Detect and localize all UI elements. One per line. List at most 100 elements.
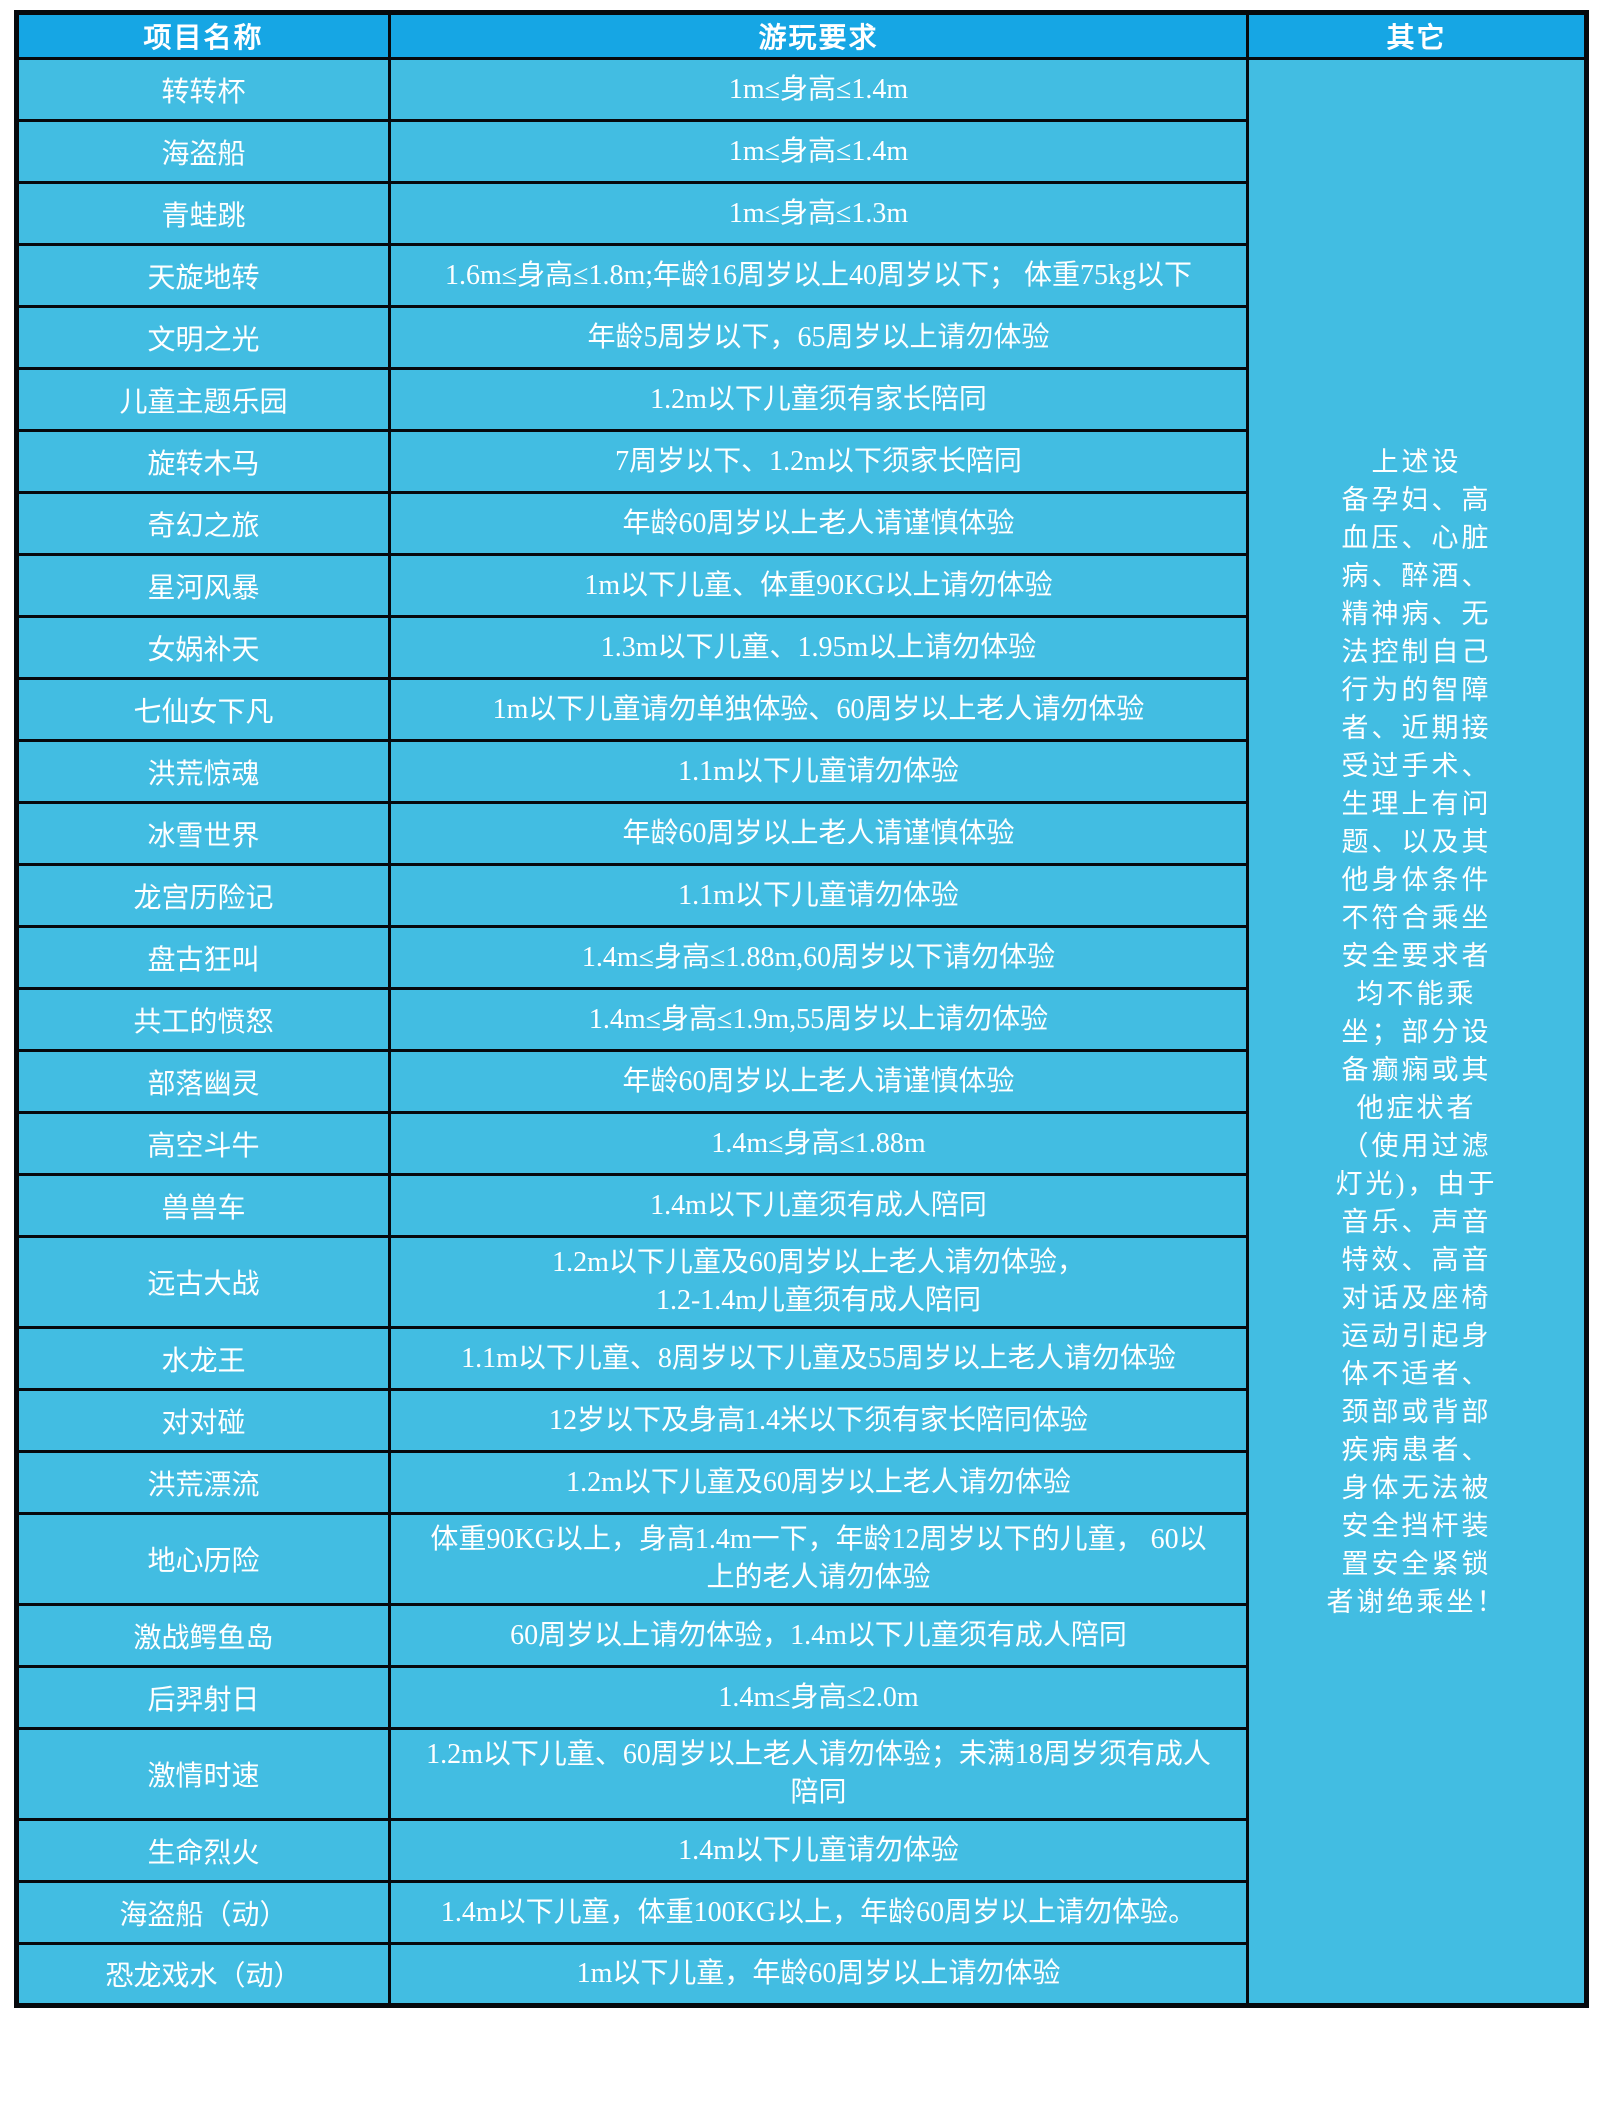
table-row: 文明之光 年龄5周岁以下，65周岁以上请勿体验 (15, 305, 1587, 370)
ride-name: 七仙女下凡 (15, 677, 391, 742)
ride-name: 女娲补天 (15, 615, 391, 680)
ride-requirement: 1.4m≤身高≤1.88m (388, 1111, 1249, 1176)
other-note-line: 备癫痫或其 (1341, 1054, 1492, 1085)
table-row: 洪荒漂流 1.2m以下儿童及60周岁以上老人请勿体验 (15, 1450, 1587, 1515)
ride-name: 奇幻之旅 (15, 491, 391, 556)
table-row: 海盗船（动） 1.4m以下儿童，体重100KG以上，年龄60周岁以上请勿体验。 (15, 1880, 1587, 1945)
other-note-line: 者谢绝乘坐！ (1326, 1586, 1507, 1617)
ride-name: 天旋地转 (15, 243, 391, 308)
table-row: 水龙王 1.1m以下儿童、8周岁以下儿童及55周岁以上老人请勿体验 (15, 1326, 1587, 1391)
other-note-line: 体不适者、 (1341, 1358, 1492, 1389)
other-note-line: 他症状者 (1356, 1092, 1477, 1123)
table-row: 后羿射日 1.4m≤身高≤2.0m (15, 1665, 1587, 1730)
ride-name: 星河风暴 (15, 553, 391, 618)
ride-requirement: 1.1m以下儿童请勿体验 (388, 863, 1249, 928)
ride-name: 青蛙跳 (15, 181, 391, 246)
ride-requirement: 1m≤身高≤1.4m (388, 119, 1249, 184)
ride-name: 冰雪世界 (15, 801, 391, 866)
other-notes-cell: 上述设 备孕妇、高 血压、心脏 病、醉酒、 精神病、无 法控制自己 行为的智障 者、近期接 受过… (1246, 57, 1588, 2007)
ride-name: 文明之光 (15, 305, 391, 370)
ride-requirement: 60周岁以上请勿体验，1.4m以下儿童须有成人陪同 (388, 1603, 1249, 1668)
other-note-line: 上述设 (1371, 446, 1462, 477)
ride-requirement: 1.4m≤身高≤2.0m (388, 1665, 1249, 1730)
ride-name: 地心历险 (15, 1512, 391, 1606)
other-note-line: 灯光)，由于 (1335, 1168, 1498, 1199)
ride-requirement: 12岁以下及身高1.4米以下须有家长陪同体验 (388, 1388, 1249, 1453)
other-note-line: 置安全紧锁 (1341, 1548, 1492, 1579)
other-note-line: 身体无法被 (1341, 1472, 1492, 1503)
table-row: 生命烈火 1.4m以下儿童请勿体验 (15, 1818, 1587, 1883)
ride-name: 海盗船（动） (15, 1880, 391, 1945)
other-notes-paragraph: 上述设 备孕妇、高 血压、心脏 病、醉酒、 精神病、无 法控制自己 行为的智障 者、近期接 受过… (1250, 443, 1583, 1621)
other-note-line: 血压、心脏 (1341, 522, 1492, 553)
other-note-line: 坐；部分设 (1341, 1016, 1492, 1047)
table-row: 七仙女下凡 1m以下儿童请勿单独体验、60周岁以上老人请勿体验 (15, 677, 1587, 742)
ride-name: 旋转木马 (15, 429, 391, 494)
table-row: 女娲补天 1.3m以下儿童、1.95m以上请勿体验 (15, 615, 1587, 680)
table-row: 恐龙戏水（动） 1m以下儿童，年龄60周岁以上请勿体验 (15, 1942, 1587, 2007)
header-other: 其它 (1246, 11, 1588, 60)
table-row: 共工的愤怒 1.4m≤身高≤1.9m,55周岁以上请勿体验 (15, 987, 1587, 1052)
table-row: 激战鳄鱼岛 60周岁以上请勿体验，1.4m以下儿童须有成人陪同 (15, 1603, 1587, 1668)
ride-requirement: 1.4m以下儿童请勿体验 (388, 1818, 1249, 1883)
ride-requirement: 1m以下儿童，年龄60周岁以上请勿体验 (388, 1942, 1249, 2007)
ride-requirement: 1.2m以下儿童须有家长陪同 (388, 367, 1249, 432)
other-note-line: 安全挡杆装 (1341, 1510, 1492, 1541)
ride-requirement: 1.6m≤身高≤1.8m;年龄16周岁以上40周岁以下； 体重75kg以下 (388, 243, 1249, 308)
other-note-line: 对话及座椅 (1341, 1282, 1492, 1313)
table-row: 部落幽灵 年龄60周岁以上老人请谨慎体验 (15, 1049, 1587, 1114)
table-row: 海盗船 1m≤身高≤1.4m (15, 119, 1587, 184)
ride-requirement: 1.1m以下儿童请勿体验 (388, 739, 1249, 804)
ride-name: 洪荒惊魂 (15, 739, 391, 804)
table-row: 对对碰 12岁以下及身高1.4米以下须有家长陪同体验 (15, 1388, 1587, 1453)
ride-requirement: 年龄60周岁以上老人请谨慎体验 (388, 491, 1249, 556)
other-note-line: （使用过滤 (1341, 1130, 1492, 1161)
table-row: 远古大战 1.2m以下儿童及60周岁以上老人请勿体验， 1.2-1.4m儿童须有… (15, 1235, 1587, 1329)
ride-name: 恐龙戏水（动） (15, 1942, 391, 2007)
ride-requirement: 1m≤身高≤1.4m (388, 57, 1249, 122)
other-note-line: 不符合乘坐 (1341, 902, 1492, 933)
ride-name: 海盗船 (15, 119, 391, 184)
table-row: 青蛙跳 1m≤身高≤1.3m (15, 181, 1587, 246)
ride-name: 部落幽灵 (15, 1049, 391, 1114)
ride-name: 激战鳄鱼岛 (15, 1603, 391, 1668)
ride-requirement: 1.4m≤身高≤1.9m,55周岁以上请勿体验 (388, 987, 1249, 1052)
ride-requirement: 1.2m以下儿童、60周岁以上老人请勿体验；未满18周岁须有成人 陪同 (388, 1727, 1249, 1821)
other-note-line: 生理上有问 (1341, 788, 1492, 819)
header-play-requirements: 游玩要求 (388, 11, 1249, 60)
ride-name: 儿童主题乐园 (15, 367, 391, 432)
table-row: 盘古狂叫 1.4m≤身高≤1.88m,60周岁以下请勿体验 (15, 925, 1587, 990)
ride-requirement: 年龄60周岁以上老人请谨慎体验 (388, 1049, 1249, 1114)
ride-requirement: 1m以下儿童请勿单独体验、60周岁以上老人请勿体验 (388, 677, 1249, 742)
ride-name: 龙宫历险记 (15, 863, 391, 928)
other-note-line: 运动引起身 (1341, 1320, 1492, 1351)
table-row: 兽兽车 1.4m以下儿童须有成人陪同 (15, 1173, 1587, 1238)
ride-requirement: 1.1m以下儿童、8周岁以下儿童及55周岁以上老人请勿体验 (388, 1326, 1249, 1391)
other-note-line: 音乐、声音 (1341, 1206, 1492, 1237)
ride-requirement: 年龄60周岁以上老人请谨慎体验 (388, 801, 1249, 866)
table-row: 转转杯 1m≤身高≤1.4m 上述设 备孕妇、高 血压、心脏 病、醉酒、 精神病、无 法控… (15, 57, 1588, 2007)
ride-name: 洪荒漂流 (15, 1450, 391, 1515)
other-note-line: 题、以及其 (1341, 826, 1492, 857)
ride-requirement: 1.4m以下儿童，体重100KG以上，年龄60周岁以上请勿体验。 (388, 1880, 1249, 1945)
ride-name: 共工的愤怒 (15, 987, 391, 1052)
other-note-line: 行为的智障 (1341, 674, 1492, 705)
other-note-line: 颈部或背部 (1341, 1396, 1492, 1427)
ride-requirement: 1.3m以下儿童、1.95m以上请勿体验 (388, 615, 1249, 680)
other-note-line: 特效、高音 (1341, 1244, 1492, 1275)
table-row: 天旋地转 1.6m≤身高≤1.8m;年龄16周岁以上40周岁以下； 体重75kg… (15, 243, 1587, 308)
table-row: 激情时速 1.2m以下儿童、60周岁以上老人请勿体验；未满18周岁须有成人 陪同 (15, 1727, 1587, 1821)
table-row: 冰雪世界 年龄60周岁以上老人请谨慎体验 (15, 801, 1587, 866)
ride-requirement: 1m以下儿童、体重90KG以上请勿体验 (388, 553, 1249, 618)
ride-requirement: 1.4m以下儿童须有成人陪同 (388, 1173, 1249, 1238)
table-row: 儿童主题乐园 1.2m以下儿童须有家长陪同 (15, 367, 1587, 432)
ride-name: 生命烈火 (15, 1818, 391, 1883)
ride-name: 远古大战 (15, 1235, 391, 1329)
other-note-line: 备孕妇、高 (1341, 484, 1492, 515)
ride-requirement: 年龄5周岁以下，65周岁以上请勿体验 (388, 305, 1249, 370)
ride-name: 后羿射日 (15, 1665, 391, 1730)
table-row: 旋转木马 7周岁以下、1.2m以下须家长陪同 (15, 429, 1587, 494)
ride-name: 水龙王 (15, 1326, 391, 1391)
rides-requirements-table: 项目名称 游玩要求 其它 转转杯 1m≤身高≤1.4m 上述设 备孕妇、高 血压、心… (14, 10, 1589, 2008)
ride-name: 高空斗牛 (15, 1111, 391, 1176)
